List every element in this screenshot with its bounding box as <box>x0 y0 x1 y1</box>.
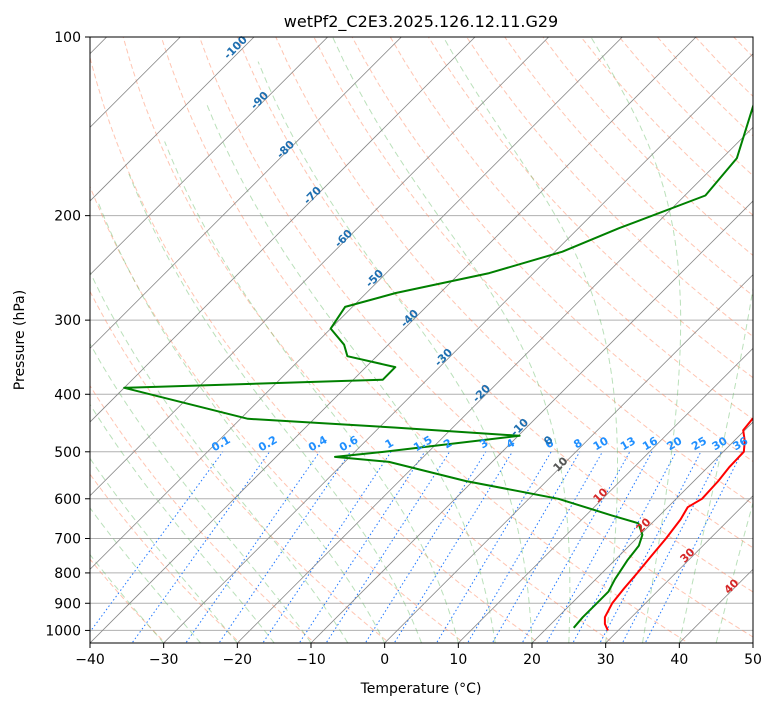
dry-adiabat-line <box>199 37 753 638</box>
mixing-ratio-line <box>325 451 450 643</box>
moist-adiabat-line <box>442 37 618 643</box>
y-tick-label: 100 <box>54 30 81 46</box>
moist-adiabat-line <box>206 104 496 643</box>
isotherm-line <box>384 274 753 643</box>
y-tick-label: 600 <box>54 492 81 508</box>
mixing-ratio-line <box>491 451 603 643</box>
y-tick-label: 500 <box>54 445 81 461</box>
chart-title: wetPf2_C2E3.2025.126.12.11.G29 <box>284 12 558 32</box>
x-tick-label: 30 <box>597 652 615 668</box>
dry-adiabat-line <box>466 37 753 338</box>
dry-adiabat-line <box>351 37 753 463</box>
moist-adiabat-line <box>90 457 238 643</box>
moist-adiabat-line <box>90 270 349 643</box>
y-tick-label: 800 <box>54 566 81 582</box>
y-tick-label: 1000 <box>45 623 81 639</box>
mixing-ratio-line <box>218 451 351 643</box>
x-tick-label: −10 <box>296 652 326 668</box>
mixing-ratio-line <box>572 451 677 643</box>
moist-adiabat-line <box>90 507 201 643</box>
mixing-ratio-line <box>90 451 224 633</box>
mixing-ratio-line <box>599 451 702 643</box>
mixing-ratio-line <box>466 451 581 643</box>
dry-adiabat-line <box>90 558 167 643</box>
moist-adiabat-line <box>332 37 571 643</box>
moist-adiabat-line <box>90 342 312 643</box>
dry-adiabat-line <box>160 37 690 643</box>
x-tick-label: −20 <box>223 652 253 668</box>
x-tick-label: 10 <box>449 652 467 668</box>
y-axis-label: Pressure (hPa) <box>12 290 28 390</box>
x-tick-label: 40 <box>670 652 688 668</box>
y-tick-label: 200 <box>54 209 81 225</box>
y-tick-label: 300 <box>54 313 81 329</box>
moist-adiabat-line <box>97 202 386 643</box>
moist-adiabat-line <box>128 173 422 643</box>
y-tick-label: 400 <box>54 387 81 403</box>
y-tick-label: 900 <box>54 596 81 612</box>
dry-adiabat-line <box>90 185 465 643</box>
moist-adiabat-line <box>715 501 753 643</box>
moist-adiabat-line <box>90 553 165 643</box>
dry-adiabat-line <box>90 473 241 643</box>
moist-adiabat-line <box>90 403 275 643</box>
dry-adiabat-line <box>122 37 615 643</box>
x-axis: −40 −30 −20 −10 0 10 20 30 40 50 <box>75 643 762 668</box>
plot-area <box>90 37 753 643</box>
x-tick-label: −40 <box>75 652 105 668</box>
dry-adiabat-line <box>90 290 391 643</box>
isotherm-line <box>90 37 329 276</box>
isotherms <box>90 37 753 643</box>
dry-adiabat-line <box>90 384 316 643</box>
plot-frame <box>89 36 754 644</box>
x-tick-label: 0 <box>380 652 389 668</box>
isotherm-line <box>457 347 753 643</box>
x-tick-label: 50 <box>744 652 762 668</box>
isotherm-line <box>90 37 181 128</box>
moist-adiabat-line <box>590 37 682 643</box>
isotherm-line <box>90 37 476 423</box>
mixing-ratio-line <box>621 451 722 643</box>
isotherm-line <box>163 53 753 643</box>
dry-adiabat-line <box>237 37 753 593</box>
mixing-ratio-line <box>262 451 392 643</box>
y-axis: 100 200 300 400 500 600 700 800 900 1000 <box>45 30 90 639</box>
dry-adiabat-line <box>90 55 540 643</box>
isotherm-line <box>531 421 753 643</box>
x-tick-label: 20 <box>523 652 541 668</box>
isotherm-line <box>605 495 753 643</box>
pressure-grid <box>90 37 753 631</box>
x-tick-label: −30 <box>149 652 179 668</box>
mixing-ratio-lines <box>90 451 743 643</box>
mixing-ratio-line <box>545 451 653 643</box>
mixing-ratio-line <box>644 451 743 643</box>
isotherm-line <box>90 37 550 497</box>
x-axis-label: Temperature (°C) <box>360 681 482 697</box>
dewpoint-profile-line <box>123 103 753 629</box>
mixing-ratio-line <box>185 451 320 643</box>
isotherm-line <box>90 37 697 643</box>
moist-adiabat-line <box>678 285 753 643</box>
dry-adiabat-line <box>389 37 753 420</box>
isotherm-line <box>90 37 623 570</box>
isotherm-line <box>90 37 255 202</box>
mixing-ratio-line <box>298 451 426 643</box>
y-tick-label: 700 <box>54 532 81 548</box>
mixing-ratio-line <box>435 451 552 643</box>
mixing-ratio-line <box>521 451 631 643</box>
isotherm-line <box>90 37 402 349</box>
moist-adiabats <box>90 37 753 643</box>
isotherm-line <box>310 200 753 643</box>
isotherm-line <box>236 126 753 643</box>
moist-adiabat-line <box>164 141 459 643</box>
temperature-profile-line <box>603 417 753 631</box>
